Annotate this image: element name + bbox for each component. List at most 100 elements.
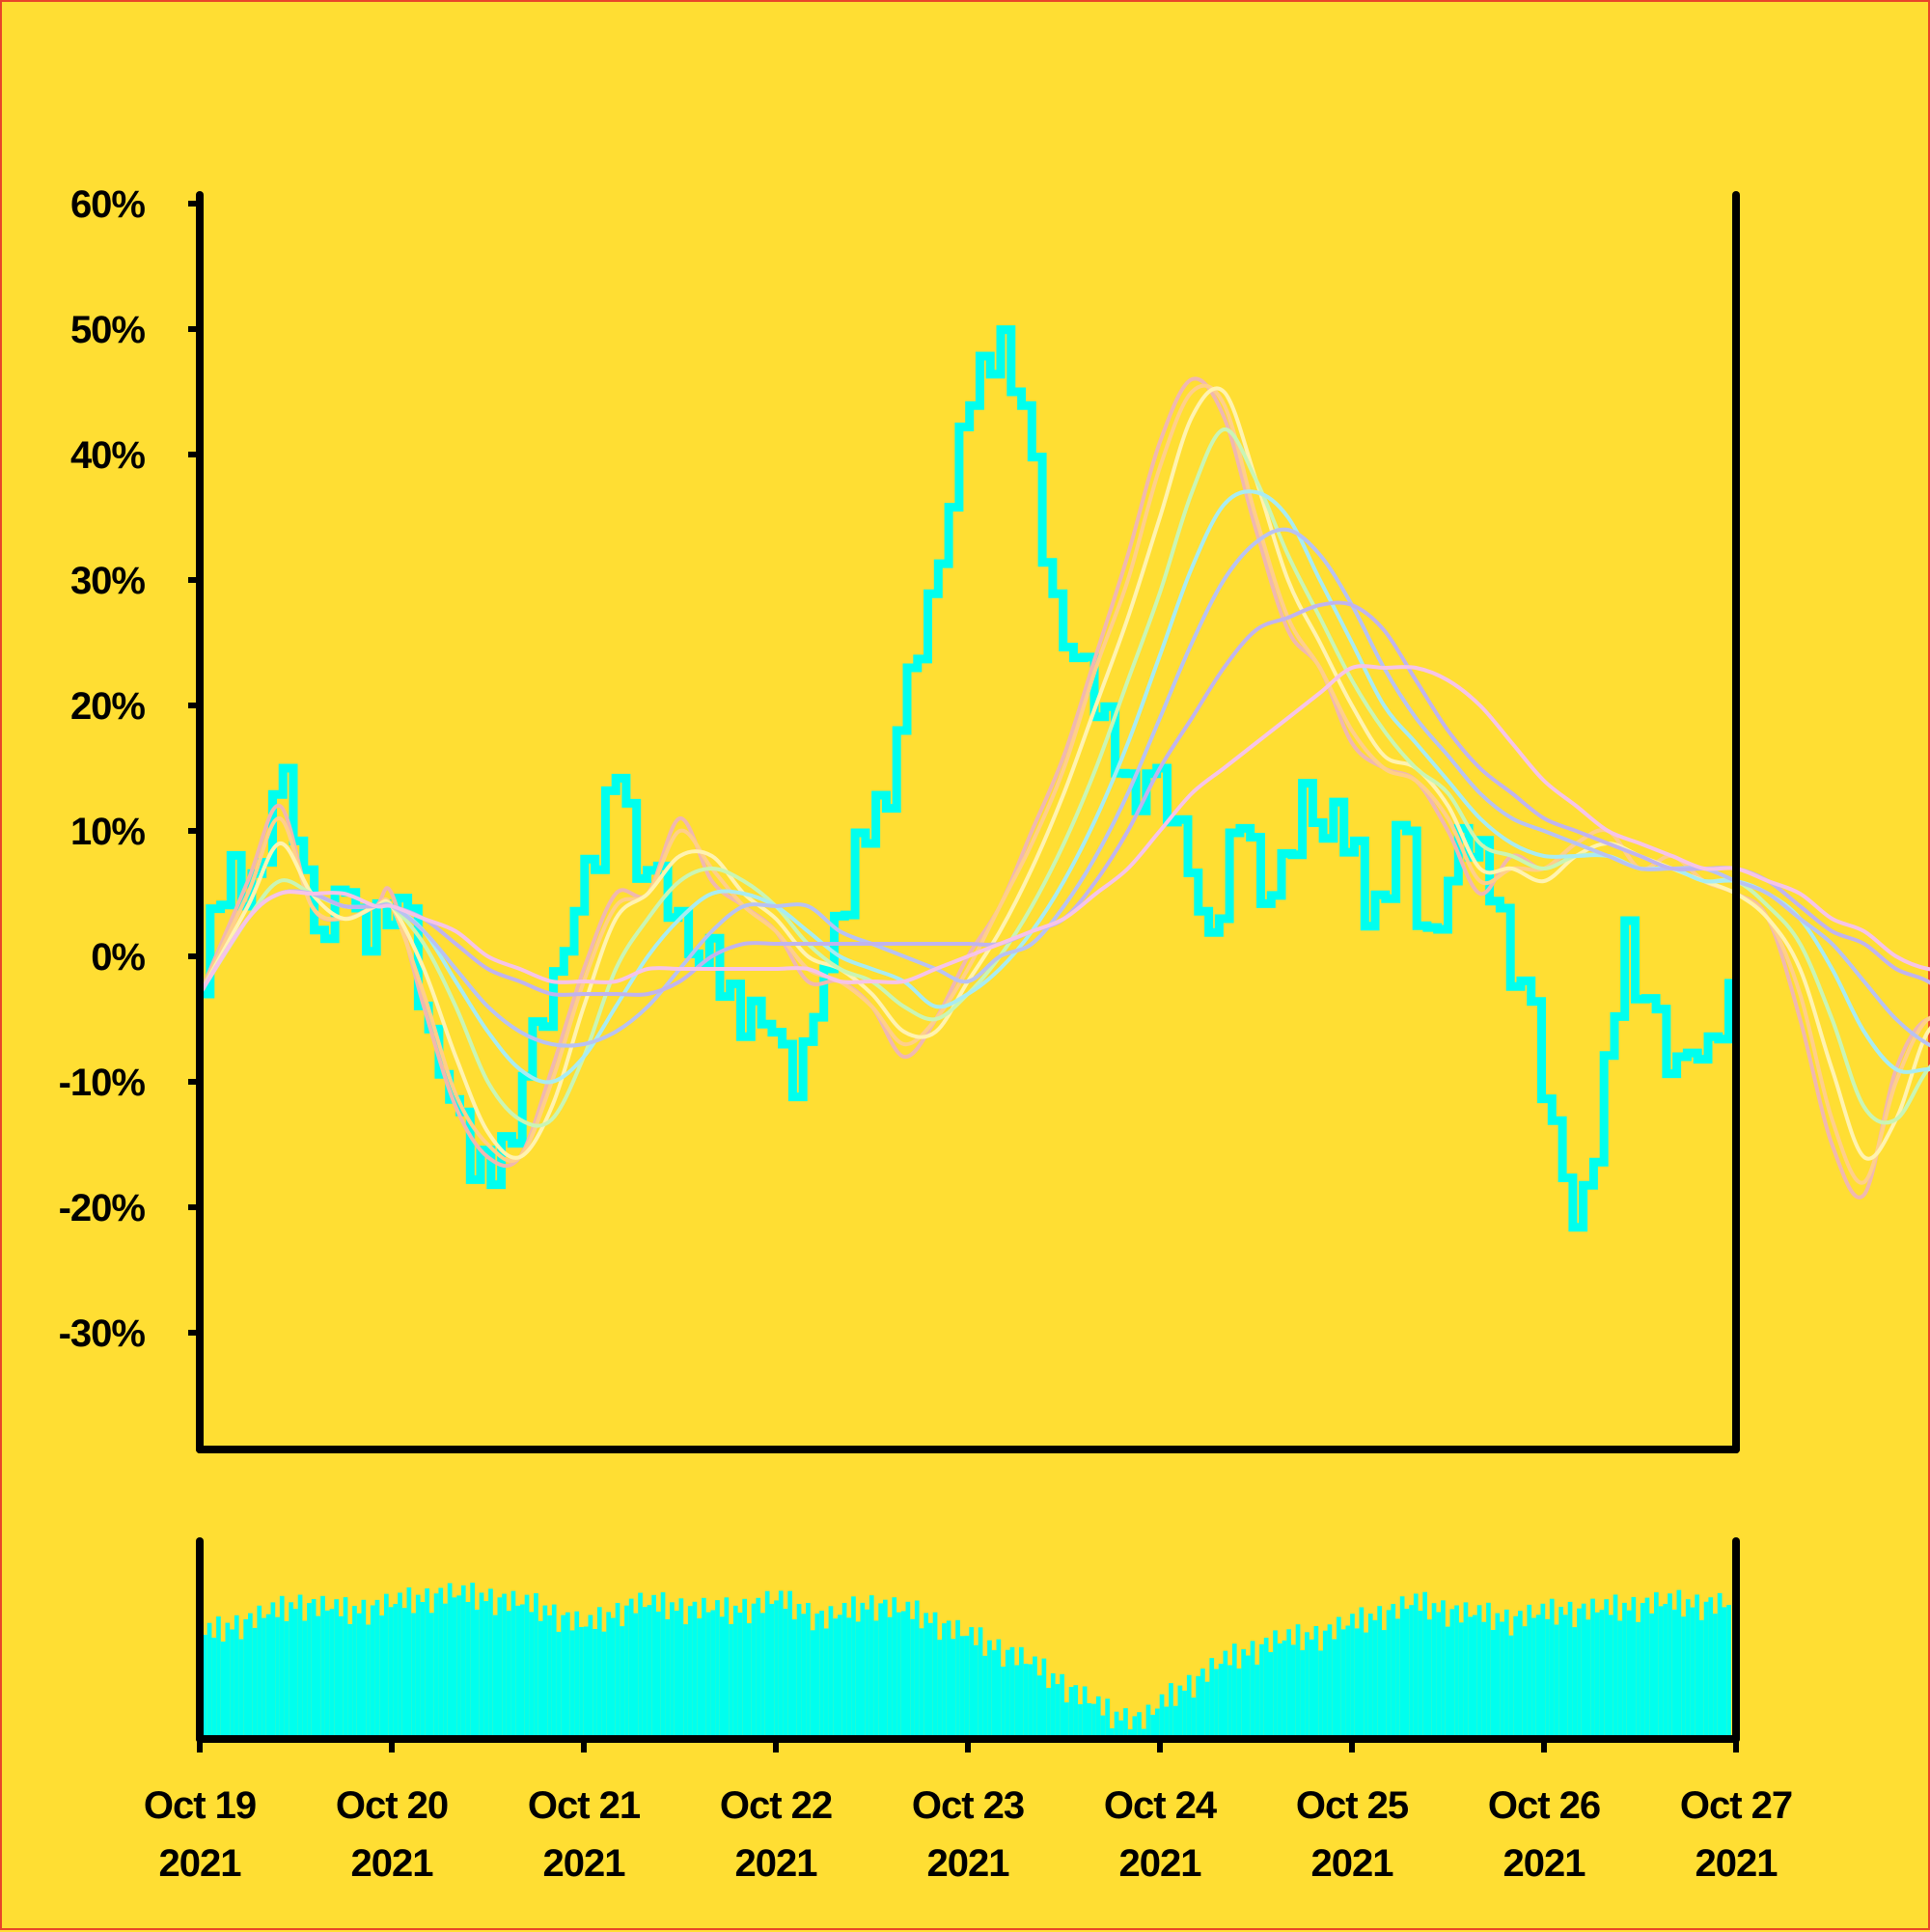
volume-bar [955, 1619, 960, 1739]
volume-bar [806, 1603, 811, 1739]
price-series [200, 325, 1733, 1232]
volume-bar [951, 1639, 956, 1739]
volume-bar [642, 1607, 648, 1739]
volume-bar [538, 1620, 543, 1739]
volume-bar [456, 1595, 461, 1739]
volume-bar [833, 1618, 838, 1739]
volume-bar [207, 1622, 212, 1739]
volume-bar [316, 1615, 321, 1739]
volume-bar [1427, 1619, 1432, 1739]
volume-bar [343, 1597, 348, 1739]
volume-bar [401, 1608, 407, 1739]
volume-bar [1585, 1619, 1591, 1739]
volume-bar [1259, 1643, 1264, 1739]
x-tick-label-date: Oct 24 [1104, 1784, 1218, 1827]
volume-bar [1454, 1605, 1459, 1739]
volume-bar [1273, 1630, 1278, 1739]
volume-bar [1658, 1606, 1664, 1739]
moving-average-line-8 [198, 664, 1930, 996]
volume-bar [398, 1592, 402, 1739]
volume-bar [1473, 1615, 1477, 1739]
volume-bar [914, 1600, 920, 1739]
volume-bar [1458, 1622, 1464, 1739]
volume-bar [216, 1616, 221, 1739]
volume-bar [1200, 1669, 1205, 1739]
volume-bar [1177, 1685, 1183, 1739]
volume-bar [764, 1590, 770, 1739]
x-tick-label-date: Oct 19 [144, 1784, 256, 1827]
volume-bar [1145, 1704, 1151, 1739]
volume-bar [1631, 1596, 1637, 1739]
y-tick-label: 30% [70, 560, 145, 602]
volume-bar [1001, 1667, 1006, 1739]
volume-bar [996, 1639, 1002, 1739]
volume-bar [1028, 1664, 1034, 1739]
volume-bar [1377, 1606, 1382, 1739]
volume-bar [1313, 1626, 1319, 1739]
volume-bar [1196, 1675, 1200, 1739]
volume-bar [1105, 1698, 1110, 1739]
volume-bar [1033, 1656, 1037, 1739]
volume-bar [361, 1599, 367, 1739]
volume-bar [1309, 1639, 1314, 1739]
volume-bar [1481, 1621, 1487, 1739]
volume-bar [814, 1614, 820, 1739]
volume-bar [1636, 1621, 1640, 1739]
volume-bar [905, 1601, 911, 1739]
volume-bar [1141, 1728, 1146, 1739]
volume-bar [978, 1627, 983, 1739]
volume-bar [1418, 1611, 1423, 1739]
volume-bar [855, 1621, 861, 1739]
volume-bar [702, 1597, 706, 1739]
y-tick-label: 20% [70, 685, 145, 728]
volume-bar [868, 1595, 874, 1739]
volume-bar [297, 1594, 303, 1739]
volume-bar [1191, 1697, 1197, 1739]
volume-bar [1535, 1615, 1541, 1739]
volume-bar [1436, 1612, 1442, 1739]
volume-bar [1449, 1609, 1455, 1739]
volume-bar [715, 1600, 720, 1739]
volume-bar [628, 1598, 634, 1739]
volume-bar [293, 1609, 298, 1739]
moving-average-line-6 [198, 527, 1930, 1048]
volume-bar [565, 1612, 570, 1739]
y-tick-label: -30% [59, 1312, 146, 1355]
volume-bar [1522, 1626, 1528, 1739]
volume-bar [1073, 1685, 1079, 1739]
volume-bar [665, 1618, 671, 1739]
volume-bar [656, 1612, 661, 1739]
volume-bar [860, 1602, 866, 1739]
x-tick-label-date: Oct 26 [1488, 1784, 1600, 1827]
volume-bar [1159, 1694, 1165, 1739]
moving-average-lines [198, 376, 1930, 1200]
volume-bar [1182, 1690, 1187, 1739]
volume-bar [1268, 1652, 1274, 1739]
volume-bar [339, 1615, 344, 1739]
volume-bar [1468, 1616, 1473, 1739]
volume-bar [425, 1587, 429, 1739]
volume-bar [384, 1593, 389, 1739]
volume-bar [670, 1602, 675, 1739]
volume-bar [606, 1612, 611, 1739]
volume-bar [660, 1592, 666, 1739]
volume-bar [248, 1613, 253, 1739]
volume-bar [1164, 1706, 1170, 1739]
volume-bar [687, 1606, 693, 1739]
y-tick-label: -10% [59, 1062, 146, 1104]
volume-bar [1305, 1632, 1310, 1739]
volume-bar [624, 1605, 629, 1739]
volume-bar [873, 1620, 879, 1739]
volume-bar [959, 1636, 965, 1739]
volume-bar [1350, 1614, 1355, 1739]
volume-bar [1209, 1658, 1215, 1739]
volume-bar [1277, 1643, 1282, 1739]
volume-bar [1577, 1608, 1582, 1739]
volume-bar [243, 1618, 248, 1739]
price-area [200, 325, 1733, 1232]
volume-bar [638, 1592, 643, 1739]
volume-bar [1622, 1602, 1627, 1739]
volume-bar [1118, 1720, 1124, 1739]
volume-bar [756, 1597, 761, 1739]
volume-bar [211, 1638, 217, 1739]
